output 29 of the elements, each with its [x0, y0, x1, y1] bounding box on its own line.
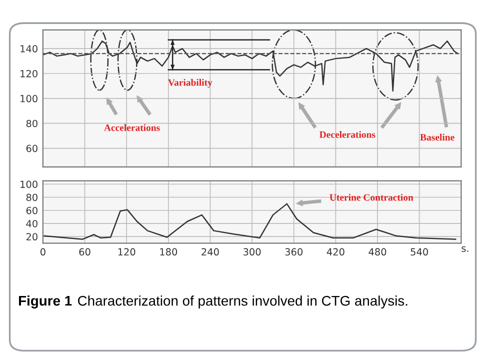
x-tick-label: 60: [79, 248, 90, 256]
y-tick-label: 60: [26, 144, 38, 152]
y-tick-label: 60: [26, 206, 38, 214]
y-tick-label: 120: [20, 70, 38, 78]
text: Characterization of patterns involved in CTG analysis.: [78, 296, 408, 308]
line-series: [44, 203, 456, 240]
y-tick-label: 20: [26, 233, 38, 240]
x-tick-label: 420: [326, 248, 344, 256]
x-tick-label: 300: [244, 248, 261, 256]
y-tick-label: 100: [20, 180, 38, 188]
x-tick-label: 0: [40, 248, 46, 256]
y-tick-label: 100: [20, 94, 38, 102]
x-tick-label: 180: [160, 248, 178, 256]
x-tick-label: 120: [118, 248, 136, 256]
y-tick-label: 140: [20, 45, 38, 52]
y-tick-label: 80: [26, 120, 38, 128]
annotation: Variability: [168, 78, 212, 88]
y-tick-label: 40: [26, 220, 38, 228]
annotation: Accelerations: [104, 124, 160, 132]
x-axis-title: s.: [462, 246, 468, 252]
x-tick-label: 360: [285, 248, 303, 256]
x-tick-label: 480: [368, 248, 386, 256]
annotation: Baseline: [420, 134, 454, 141]
annotation: Uterine Contraction: [330, 194, 414, 201]
x-tick-label: 240: [202, 248, 219, 256]
caption: Figure 1: [18, 295, 72, 309]
x-tick-label: 540: [410, 248, 428, 256]
annotation: Decelerations: [320, 131, 376, 138]
y-tick-label: 80: [26, 194, 38, 202]
